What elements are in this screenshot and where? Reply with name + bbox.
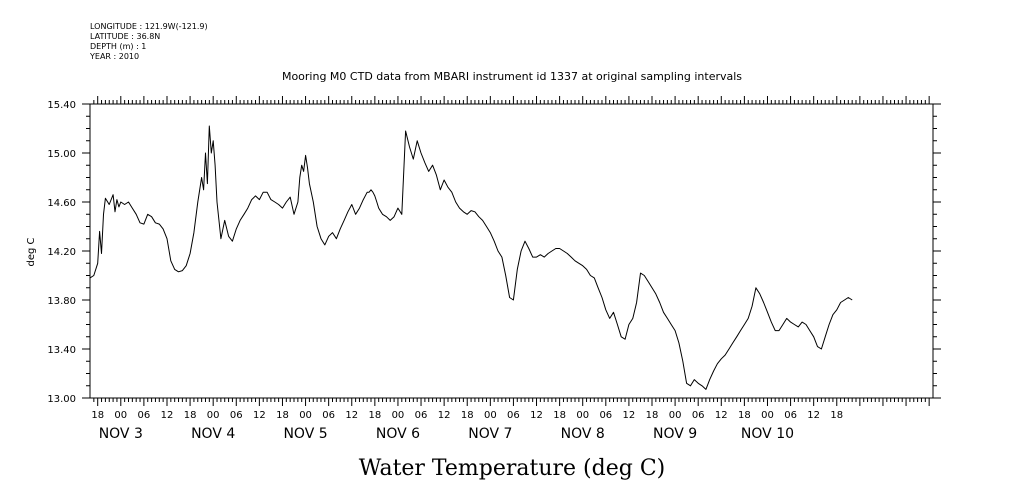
x-day-label: NOV 7: [468, 426, 512, 442]
x-tick-label: 00: [576, 410, 589, 421]
x-tick-label: 12: [623, 410, 636, 421]
temperature-series-line: [89, 125, 853, 390]
x-tick-label: 06: [138, 410, 151, 421]
y-tick-label: 15.00: [47, 149, 76, 160]
x-day-label: NOV 9: [653, 426, 697, 442]
x-day-label: NOV 8: [561, 426, 605, 442]
year-label: YEAR : 2010: [90, 52, 140, 61]
x-tick-label: 00: [114, 410, 127, 421]
x-tick-label: 18: [368, 410, 381, 421]
x-tick-label: 00: [761, 410, 774, 421]
x-tick-label: 18: [461, 410, 474, 421]
x-tick-label: 18: [830, 410, 843, 421]
x-tick-label: 00: [207, 410, 220, 421]
x-tick-label: 06: [322, 410, 335, 421]
x-tick-label: 06: [784, 410, 797, 421]
x-tick-label: 18: [184, 410, 197, 421]
x-tick-label: 00: [392, 410, 405, 421]
x-tick-label: 12: [253, 410, 266, 421]
y-tick-label: 15.40: [47, 100, 76, 111]
x-tick-label: 12: [345, 410, 358, 421]
x-tick-label: 06: [230, 410, 243, 421]
x-tick-label: 18: [276, 410, 289, 421]
x-tick-label: 06: [415, 410, 428, 421]
depth-label: DEPTH (m) : 1: [90, 42, 147, 51]
x-tick-label: 18: [646, 410, 659, 421]
latitude-label: LATITUDE : 36.8N: [90, 32, 161, 41]
x-tick-label: 00: [669, 410, 682, 421]
x-tick-label: 06: [599, 410, 612, 421]
x-tick-label: 12: [438, 410, 451, 421]
x-day-label: NOV 4: [191, 426, 235, 442]
x-day-label: NOV 10: [741, 426, 794, 442]
x-day-label: NOV 6: [376, 426, 420, 442]
x-day-label: NOV 5: [283, 426, 327, 442]
x-tick-label: 18: [553, 410, 566, 421]
x-tick-label: 12: [530, 410, 543, 421]
y-tick-label: 14.60: [47, 198, 76, 209]
x-tick-label: 06: [507, 410, 520, 421]
series-group: [89, 125, 853, 390]
x-axis-ticks: 18 00 06 12 18 00 06 12 18 00 06 12 18 00 06 12 18 00 06 12…: [91, 96, 930, 442]
x-tick-label: 06: [692, 410, 705, 421]
longitude-label: LONGITUDE : 121.9W(-121.9): [90, 22, 208, 31]
x-tick-label: 12: [715, 410, 728, 421]
chart-title: Mooring M0 CTD data from MBARI instrumen…: [282, 70, 742, 83]
x-tick-label: 18: [738, 410, 751, 421]
y-tick-label: 13.40: [47, 345, 76, 356]
axes: [89, 103, 934, 399]
y-axis-label: deg C: [26, 237, 37, 266]
metadata-block: LONGITUDE : 121.9W(-121.9) LATITUDE : 36…: [90, 22, 208, 62]
y-axis-ticks: 13.00 13.40 13.80 14.20 14.60 15.00 15.40: [47, 100, 941, 405]
x-day-label: NOV 3: [99, 426, 143, 442]
plot-frame: [89, 103, 934, 399]
x-axis-label: Water Temperature (deg C): [359, 456, 666, 481]
x-tick-label: 12: [807, 410, 820, 421]
y-tick-label: 13.80: [47, 296, 76, 307]
y-tick-label: 14.20: [47, 247, 76, 258]
x-tick-label: 18: [91, 410, 104, 421]
y-tick-label: 13.00: [47, 394, 76, 405]
x-tick-label: 00: [484, 410, 497, 421]
x-tick-label: 12: [161, 410, 174, 421]
x-tick-label: 00: [299, 410, 312, 421]
